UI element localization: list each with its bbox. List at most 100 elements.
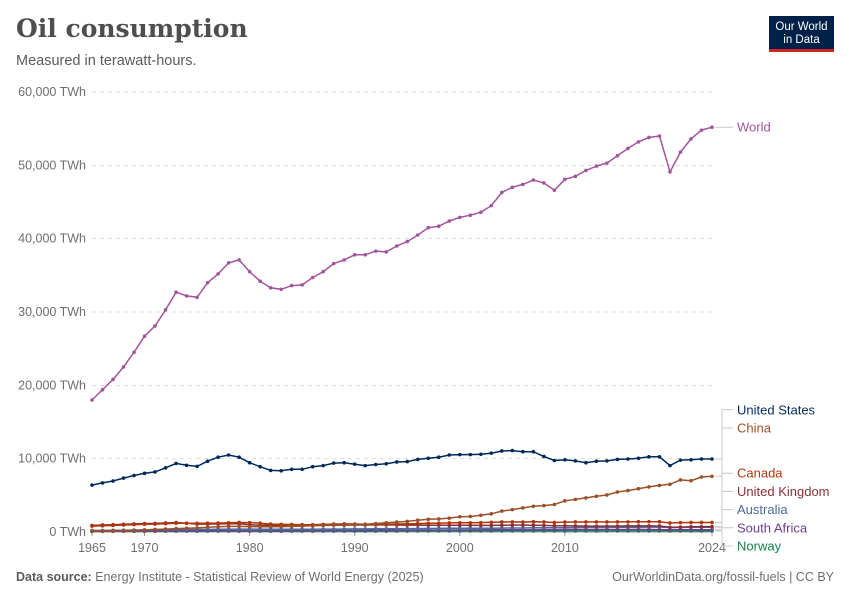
data-point-united-kingdom <box>699 524 704 529</box>
data-point-canada <box>584 520 588 524</box>
data-point-united-states <box>457 452 462 457</box>
data-point-united-states <box>447 453 452 457</box>
data-point-canada <box>258 521 262 525</box>
data-point-china <box>552 502 557 507</box>
data-point-united-kingdom <box>489 523 494 528</box>
data-point-united-states <box>289 467 294 472</box>
url-license[interactable]: OurWorldinData.org/fossil-fuels | CC BY <box>612 570 834 584</box>
data-point-china <box>132 528 136 533</box>
data-point-canada <box>615 520 620 524</box>
data-point-china <box>657 483 662 488</box>
data-point-china <box>300 524 304 528</box>
data-point-united-kingdom <box>573 524 578 528</box>
owid-logo[interactable]: Our World in Data <box>769 16 834 52</box>
data-point-united-states <box>342 460 347 465</box>
data-point-china <box>615 490 620 494</box>
x-tick-label: 1980 <box>236 541 264 555</box>
data-point-australia <box>373 527 378 531</box>
data-point-united-states <box>142 471 147 476</box>
data-point-united-states <box>237 455 241 460</box>
data-point-united-kingdom <box>584 524 588 528</box>
data-point-australia <box>500 526 504 530</box>
data-point-canada <box>205 521 210 525</box>
x-tick-label: 2024 <box>698 541 726 555</box>
data-point-world <box>500 190 504 195</box>
data-point-australia <box>331 527 336 531</box>
data-point-united-kingdom <box>594 524 599 528</box>
data-point-world <box>447 219 452 223</box>
data-point-world <box>657 134 662 138</box>
data-point-australia <box>447 526 452 531</box>
data-source-text[interactable]: Energy Institute - Statistical Review of… <box>95 570 424 584</box>
data-point-australia <box>415 526 420 531</box>
x-tick-label: 1990 <box>341 541 369 555</box>
data-point-united-kingdom <box>647 524 651 528</box>
data-point-united-states <box>300 467 304 472</box>
data-point-china <box>100 529 105 533</box>
data-point-united-states <box>689 457 693 462</box>
data-point-australia <box>405 526 410 531</box>
data-point-united-kingdom <box>605 524 609 528</box>
series-line-united-states <box>91 449 712 486</box>
data-point-china <box>195 526 199 530</box>
data-point-world <box>678 150 683 154</box>
data-point-china <box>447 516 452 520</box>
data-point-world <box>689 137 693 141</box>
data-point-canada <box>195 521 199 526</box>
data-point-canada <box>415 521 420 526</box>
data-point-world <box>552 188 557 193</box>
data-point-canada <box>216 521 220 525</box>
chart-axes: 0 TWh 10,000 TWh 20,000 TWh 30,000 TWh 40,00… <box>18 85 726 555</box>
data-point-united-states <box>605 459 609 463</box>
data-point-canada <box>111 523 115 528</box>
data-point-united-kingdom <box>457 523 462 528</box>
x-tick-label: 1970 <box>131 541 159 555</box>
data-point-world <box>216 272 220 276</box>
data-point-world <box>594 164 599 168</box>
data-point-united-states <box>111 479 115 483</box>
data-point-united-kingdom <box>626 524 630 528</box>
data-point-united-states <box>321 463 325 468</box>
data-point-world <box>300 283 304 287</box>
chart-grid <box>92 91 712 460</box>
data-point-china <box>352 522 357 527</box>
legend-label-world: World <box>737 120 771 135</box>
data-point-china <box>205 525 210 530</box>
data-point-australia <box>479 526 483 531</box>
data-point-world <box>521 182 525 187</box>
data-point-canada <box>594 520 599 524</box>
data-point-canada <box>668 521 672 525</box>
data-point-united-states <box>132 473 136 478</box>
legend-label-china: China <box>737 420 772 435</box>
data-point-united-kingdom <box>710 524 714 529</box>
data-point-world <box>342 258 347 262</box>
data-point-united-states <box>668 463 672 468</box>
data-point-world <box>710 125 714 129</box>
logo-line-1: Our World <box>775 21 828 33</box>
data-point-world <box>111 377 115 382</box>
data-point-united-states <box>184 463 189 468</box>
y-tick-label: 40,000 TWh <box>18 232 86 246</box>
data-point-china <box>521 506 525 510</box>
data-point-world <box>384 250 389 254</box>
data-point-united-states <box>521 449 525 454</box>
data-point-united-states <box>626 457 630 461</box>
data-point-australia <box>510 526 515 530</box>
data-point-china <box>310 523 315 528</box>
data-point-world <box>531 178 536 182</box>
data-point-world <box>352 253 357 257</box>
data-point-world <box>289 283 294 288</box>
data-point-world <box>542 181 546 185</box>
data-point-canada <box>689 520 693 525</box>
data-point-world <box>436 224 441 228</box>
data-point-united-states <box>415 457 420 462</box>
data-point-canada <box>153 522 157 526</box>
legend-label-united-states: United States <box>737 402 816 417</box>
data-point-united-states <box>247 460 252 465</box>
data-point-china <box>678 478 683 482</box>
data-point-united-states <box>542 454 546 459</box>
data-point-china <box>426 517 431 522</box>
data-point-canada <box>489 520 494 525</box>
data-point-united-states <box>699 457 704 461</box>
data-point-world <box>226 261 231 265</box>
